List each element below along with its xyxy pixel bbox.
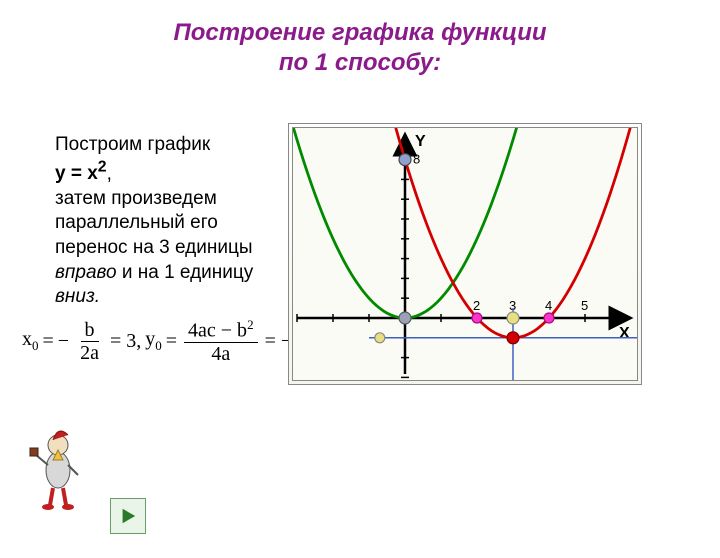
slide-title: Построение графика функции по 1 способу: bbox=[0, 18, 720, 78]
play-icon bbox=[119, 507, 137, 525]
cartoon-character bbox=[28, 420, 88, 510]
parabola-chart: 23458XY bbox=[293, 128, 637, 380]
svg-text:2: 2 bbox=[473, 298, 480, 313]
next-slide-button[interactable] bbox=[110, 498, 146, 534]
svg-text:5: 5 bbox=[581, 298, 588, 313]
svg-text:4: 4 bbox=[545, 298, 552, 313]
description-text: Построим график у = х2, затем произведем… bbox=[55, 133, 285, 310]
chart-inner: 23458XY bbox=[292, 127, 638, 381]
svg-text:8: 8 bbox=[413, 152, 420, 167]
desc-equation: у = х2 bbox=[55, 163, 107, 184]
desc-line1: Построим график bbox=[55, 134, 210, 155]
vertex-formula: x0 = − b 2a = 3, y0 = 4ac − b2 4a = −1 bbox=[22, 318, 302, 365]
svg-text:X: X bbox=[619, 325, 630, 342]
svg-text:Y: Y bbox=[415, 133, 426, 150]
title-line1: Построение графика функции bbox=[173, 19, 546, 46]
title-line2: по 1 способу: bbox=[279, 49, 441, 76]
desc-line2: затем произведем параллельный его перено… bbox=[55, 188, 253, 308]
chart-panel: 23458XY bbox=[288, 123, 642, 385]
